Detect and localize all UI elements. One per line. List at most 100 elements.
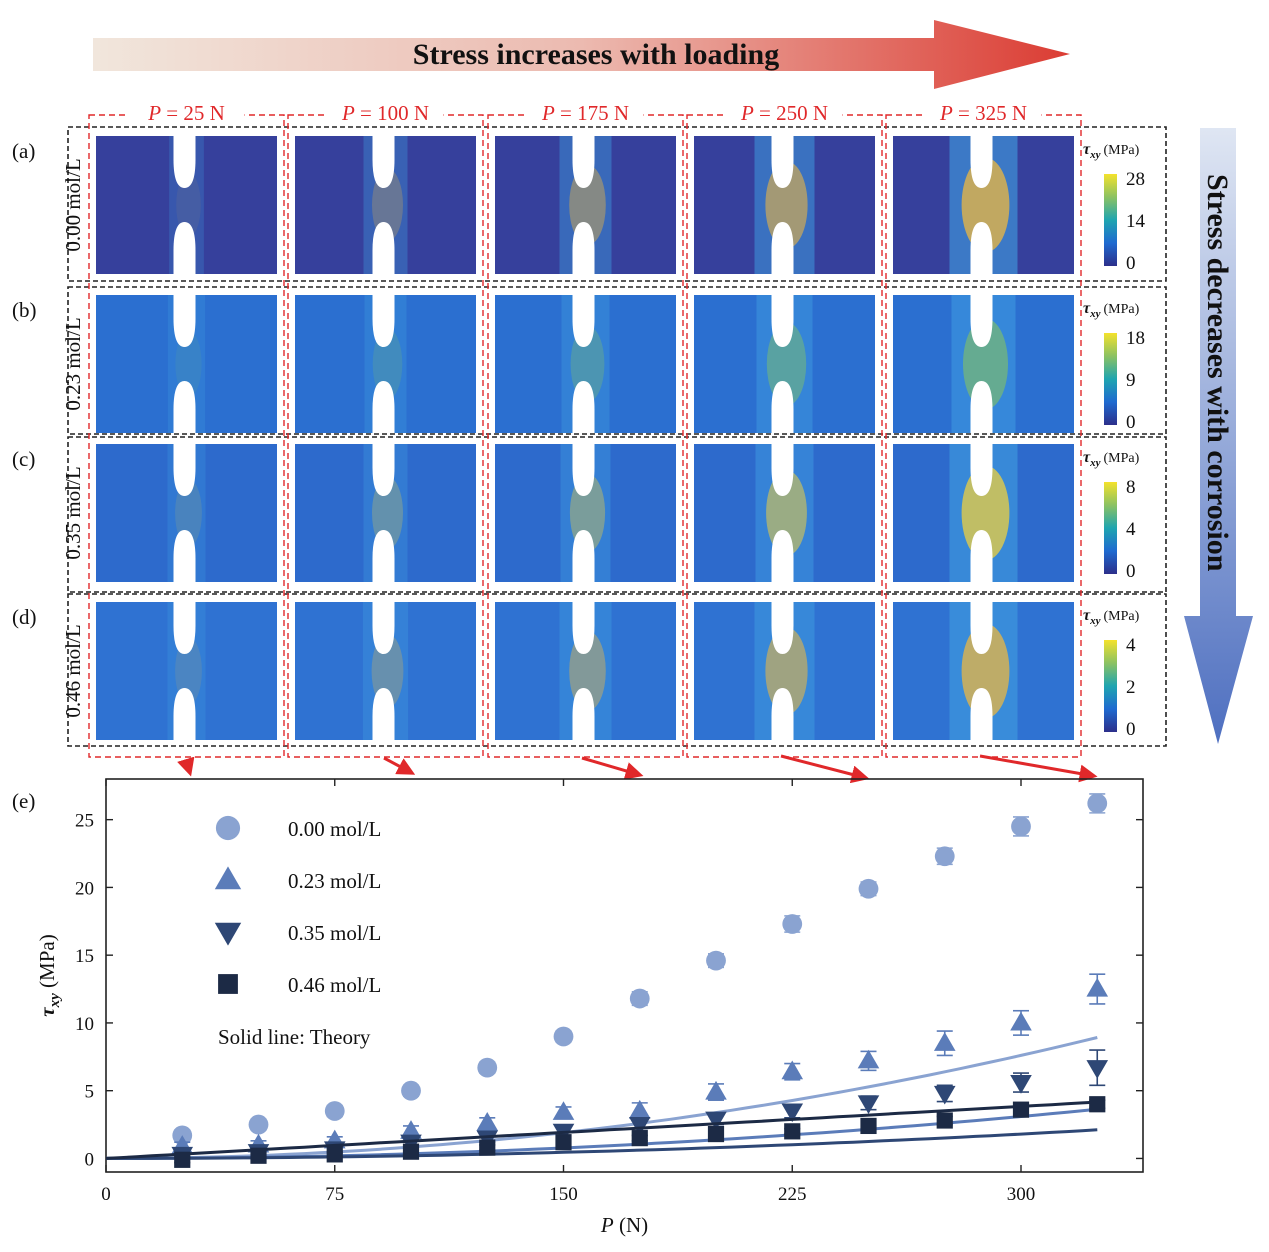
stress-hotspot [175,637,202,705]
contour-tile [96,136,277,274]
column-label-bg [726,102,843,126]
row-box [67,436,1167,593]
column-load-label: P = 250 N [740,101,828,125]
upper-notch [572,444,595,496]
colorbar-tau: τ [1083,300,1091,317]
data-point [1089,1096,1106,1113]
contour-tile [495,602,676,740]
column-load-value: = 25 N [161,101,225,125]
lower-notch [771,222,794,274]
corrosion-arrow-text: Stress decreases with corrosion [1201,174,1234,572]
lower-notch [572,381,595,433]
legend-label: 0.00 mol/L [288,817,381,841]
stress-hotspot [175,479,202,547]
data-point [781,1060,804,1080]
column-to-chart-arrow [780,754,870,784]
data-point [326,1146,343,1163]
lower-notch [970,222,993,274]
lower-notch [771,381,794,433]
colorbar-tick-label: 0 [1126,719,1136,740]
contour-tile [893,295,1074,433]
data-point [250,1147,267,1164]
data-point [707,1125,725,1143]
x-tick-label: 150 [549,1184,578,1205]
theory-line [105,1100,1098,1160]
data-point [933,1032,956,1051]
data-point [402,1143,420,1160]
colorbar-title: τxy (MPa) [1083,141,1140,161]
y-tick-label: 5 [85,1082,95,1103]
contour-tile [893,444,1074,582]
data-point [858,878,879,899]
contour-tile [96,444,277,582]
colorbar-title: τxy (MPa) [1083,300,1140,320]
legend-marker [214,922,242,946]
data-point [1087,793,1108,814]
colorbar-tick-label: 8 [1126,477,1136,498]
row-box [67,126,1167,282]
column-load-label: P = 100 N [341,101,429,125]
loading-arrow-shape [93,20,1070,89]
y-tick-label: 10 [75,1014,94,1035]
row-concentration: 0.35 mol/L [61,466,85,559]
upper-notch [771,602,794,654]
colorbar [1104,482,1117,574]
column-to-chart-arrow [581,756,644,780]
data-point [1086,977,1109,997]
lower-notch [173,688,196,740]
legend-marker [218,974,238,994]
y-tick-label: 0 [85,1149,95,1170]
data-point [477,1057,498,1078]
column-box [287,114,484,758]
contour-tile [694,136,875,274]
upper-notch [372,295,395,347]
upper-notch [970,295,993,347]
upper-notch [970,602,993,654]
lower-notch [572,688,595,740]
data-point [936,1112,953,1129]
row-letter: (d) [12,605,37,629]
upper-notch [572,602,595,654]
data-point [705,1111,727,1131]
colorbar-tau: τ [1083,141,1091,158]
colorbar-sub: xy [1089,149,1101,161]
contour-tile [295,295,476,433]
colorbar-unit: (MPa) [1104,143,1140,158]
contour-tile [96,295,277,433]
column-label-bg [327,102,444,126]
contour-tile [893,136,1074,274]
column-load-symbol: P [740,101,754,125]
data-point [1010,1011,1032,1031]
lower-notch [173,530,196,582]
colorbar-tau: τ [1083,607,1091,624]
data-point [553,1026,574,1047]
lower-notch [173,381,196,433]
x-axis-symbol: P [600,1213,614,1237]
column-box [487,114,684,758]
colorbar-title: τxy (MPa) [1083,449,1140,469]
data-point [857,1095,880,1115]
colorbar-tick-label: 14 [1126,211,1146,232]
colorbar [1104,174,1117,266]
upper-notch [173,444,196,496]
data-point [1012,1101,1030,1118]
data-point [784,1123,801,1140]
x-axis-unit: (N) [614,1213,648,1237]
data-point [628,1099,651,1119]
theory-line [106,1128,1098,1160]
row-letter: (b) [12,298,37,322]
y-tick-label: 15 [75,946,94,967]
series-3 [105,1096,1106,1168]
lower-notch [173,222,196,274]
column-load-label: P = 325 N [939,101,1027,125]
contour-tile [893,602,1074,740]
row-box [67,286,1167,435]
x-tick-label: 225 [778,1184,807,1205]
column-load-value: = 175 N [555,101,629,125]
x-axis-label: P (N) [600,1213,648,1237]
data-point [174,1151,191,1168]
contour-tile [295,602,476,740]
data-point [555,1134,572,1151]
lower-notch [771,530,794,582]
colorbar-tick-label: 2 [1126,677,1136,698]
